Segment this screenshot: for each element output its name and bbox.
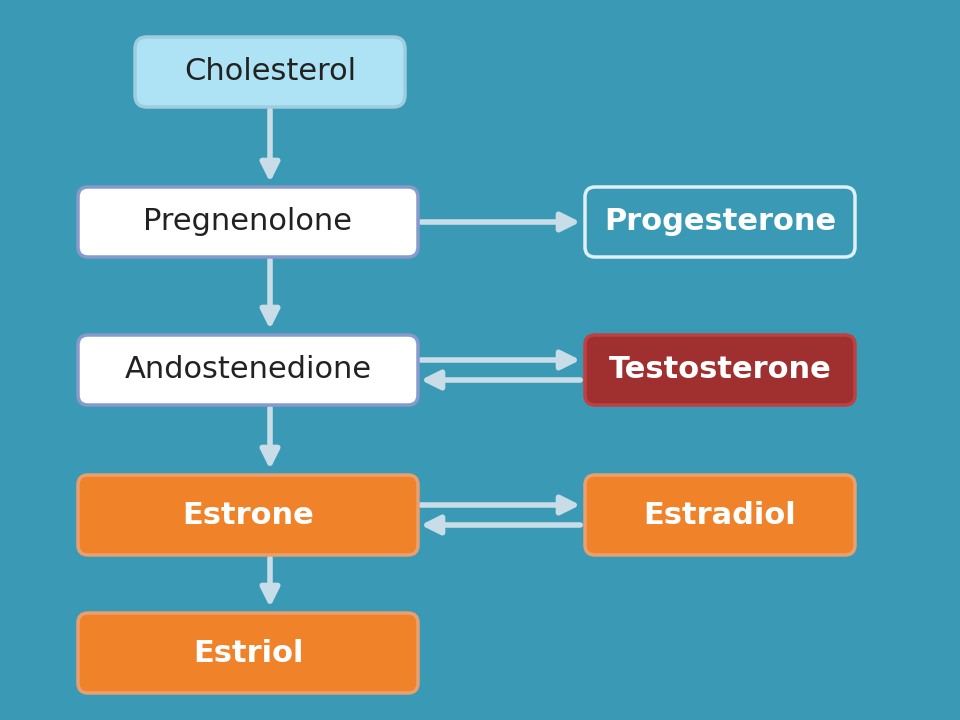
FancyBboxPatch shape xyxy=(78,187,418,257)
Text: Estriol: Estriol xyxy=(193,639,303,667)
FancyBboxPatch shape xyxy=(585,187,855,257)
Text: Estradiol: Estradiol xyxy=(643,500,797,529)
Text: Pregnenolone: Pregnenolone xyxy=(143,207,352,236)
Text: Cholesterol: Cholesterol xyxy=(184,58,356,86)
FancyBboxPatch shape xyxy=(78,613,418,693)
Text: Testosterone: Testosterone xyxy=(609,356,831,384)
FancyBboxPatch shape xyxy=(78,475,418,555)
Text: Progesterone: Progesterone xyxy=(604,207,836,236)
FancyBboxPatch shape xyxy=(585,475,855,555)
FancyBboxPatch shape xyxy=(585,335,855,405)
FancyBboxPatch shape xyxy=(135,37,405,107)
FancyBboxPatch shape xyxy=(78,335,418,405)
Text: Estrone: Estrone xyxy=(182,500,314,529)
Text: Andostenedione: Andostenedione xyxy=(125,356,372,384)
